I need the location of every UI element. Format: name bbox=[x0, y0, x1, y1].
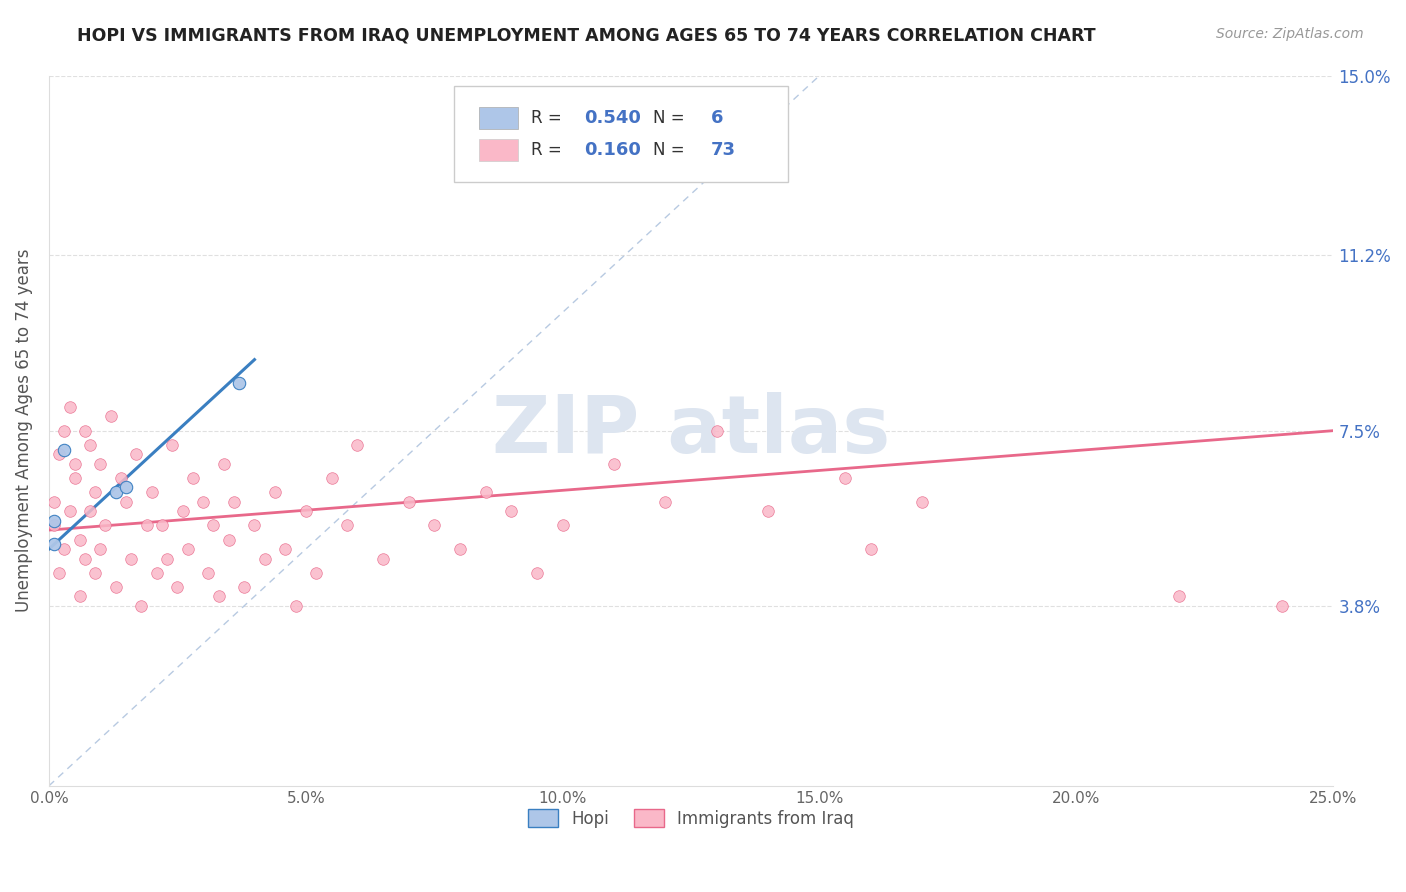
Point bbox=[222, 494, 245, 508]
Point bbox=[73, 424, 96, 438]
Point bbox=[104, 485, 127, 500]
Point bbox=[305, 566, 328, 580]
Point bbox=[218, 533, 240, 547]
Point bbox=[156, 551, 179, 566]
Point bbox=[321, 471, 343, 485]
Point bbox=[264, 485, 287, 500]
Text: 0.160: 0.160 bbox=[585, 141, 641, 159]
Point bbox=[295, 504, 318, 518]
Point bbox=[911, 494, 934, 508]
Point bbox=[207, 590, 229, 604]
Point bbox=[104, 580, 127, 594]
Text: R =: R = bbox=[530, 109, 567, 128]
Point bbox=[253, 551, 276, 566]
Point bbox=[42, 494, 65, 508]
Point bbox=[202, 518, 225, 533]
Point bbox=[191, 494, 214, 508]
Point bbox=[42, 514, 65, 528]
Point bbox=[233, 580, 256, 594]
Text: N =: N = bbox=[652, 109, 689, 128]
Point bbox=[654, 494, 676, 508]
Point bbox=[53, 442, 76, 457]
Point bbox=[346, 438, 368, 452]
Point bbox=[197, 566, 219, 580]
Point bbox=[212, 457, 235, 471]
Point bbox=[63, 471, 86, 485]
Point bbox=[1168, 590, 1191, 604]
Point bbox=[94, 518, 117, 533]
Text: 6: 6 bbox=[710, 109, 723, 128]
Point bbox=[79, 438, 101, 452]
FancyBboxPatch shape bbox=[454, 87, 787, 182]
Point bbox=[58, 400, 80, 414]
Point bbox=[162, 438, 184, 452]
Point bbox=[84, 485, 107, 500]
Point bbox=[859, 542, 882, 557]
Point bbox=[69, 533, 91, 547]
Point bbox=[100, 409, 122, 424]
Point bbox=[42, 537, 65, 551]
Point bbox=[398, 494, 420, 508]
Point bbox=[125, 447, 148, 461]
Bar bbox=[479, 107, 517, 128]
Point bbox=[89, 542, 111, 557]
Text: ZIP atlas: ZIP atlas bbox=[492, 392, 890, 470]
Text: Source: ZipAtlas.com: Source: ZipAtlas.com bbox=[1216, 27, 1364, 41]
Legend: Hopi, Immigrants from Iraq: Hopi, Immigrants from Iraq bbox=[522, 803, 860, 834]
Point bbox=[115, 480, 138, 494]
Point bbox=[284, 599, 307, 613]
Point bbox=[69, 590, 91, 604]
Point bbox=[73, 551, 96, 566]
Point bbox=[48, 566, 70, 580]
Point bbox=[131, 599, 153, 613]
Point bbox=[834, 471, 856, 485]
Point bbox=[48, 447, 70, 461]
Point bbox=[150, 518, 173, 533]
Point bbox=[172, 504, 194, 518]
Point bbox=[1271, 599, 1294, 613]
Point bbox=[79, 504, 101, 518]
Point bbox=[84, 566, 107, 580]
Point bbox=[110, 471, 132, 485]
Point bbox=[603, 457, 626, 471]
Point bbox=[58, 504, 80, 518]
Point bbox=[181, 471, 204, 485]
Point bbox=[141, 485, 163, 500]
Point bbox=[120, 551, 142, 566]
Point bbox=[706, 424, 728, 438]
Point bbox=[176, 542, 198, 557]
Point bbox=[89, 457, 111, 471]
Text: N =: N = bbox=[652, 141, 689, 159]
Point bbox=[551, 518, 574, 533]
Point bbox=[423, 518, 446, 533]
Point bbox=[42, 518, 65, 533]
Point bbox=[63, 457, 86, 471]
Point bbox=[336, 518, 359, 533]
Point bbox=[501, 504, 523, 518]
Bar bbox=[479, 139, 517, 161]
Point bbox=[756, 504, 779, 518]
Text: HOPI VS IMMIGRANTS FROM IRAQ UNEMPLOYMENT AMONG AGES 65 TO 74 YEARS CORRELATION : HOPI VS IMMIGRANTS FROM IRAQ UNEMPLOYMEN… bbox=[77, 27, 1095, 45]
Text: 0.540: 0.540 bbox=[585, 109, 641, 128]
Point bbox=[371, 551, 394, 566]
Text: 73: 73 bbox=[710, 141, 735, 159]
Point bbox=[474, 485, 496, 500]
Point bbox=[146, 566, 169, 580]
Point bbox=[53, 424, 76, 438]
Point bbox=[526, 566, 548, 580]
Point bbox=[243, 518, 266, 533]
Point bbox=[166, 580, 188, 594]
Y-axis label: Unemployment Among Ages 65 to 74 years: Unemployment Among Ages 65 to 74 years bbox=[15, 249, 32, 613]
Point bbox=[274, 542, 297, 557]
Point bbox=[135, 518, 157, 533]
Point bbox=[449, 542, 471, 557]
Point bbox=[53, 542, 76, 557]
Point bbox=[115, 494, 138, 508]
Text: R =: R = bbox=[530, 141, 567, 159]
Point bbox=[228, 376, 250, 391]
